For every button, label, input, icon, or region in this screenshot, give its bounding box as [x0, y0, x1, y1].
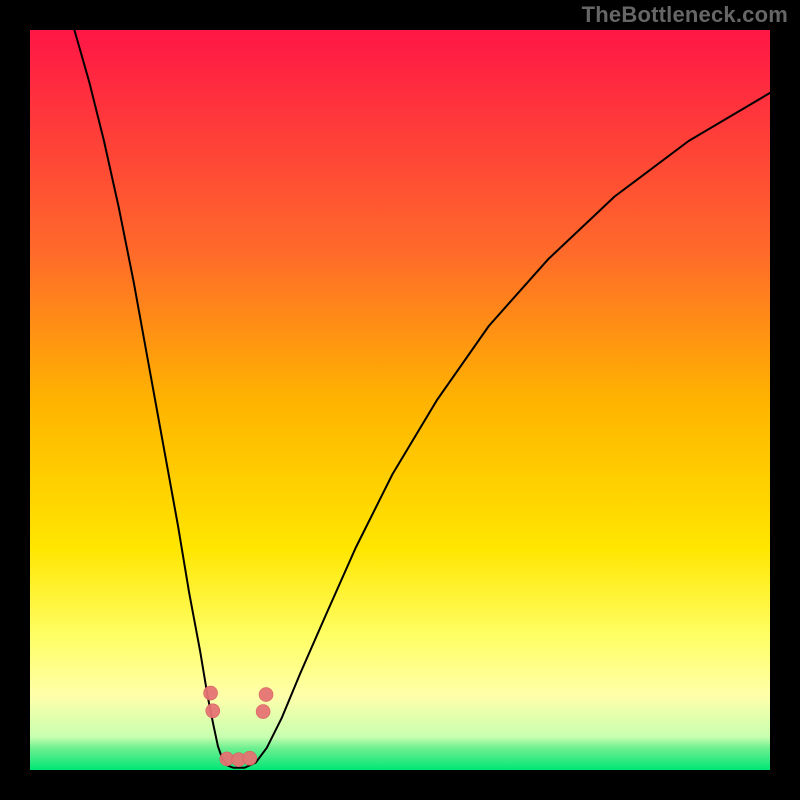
- marker-point: [259, 688, 273, 702]
- marker-point: [243, 751, 257, 765]
- watermark-text: TheBottleneck.com: [582, 2, 788, 28]
- marker-point: [256, 705, 270, 719]
- plot-background: [30, 30, 770, 770]
- bottleneck-chart: [0, 0, 800, 800]
- marker-point: [206, 704, 220, 718]
- marker-point: [204, 686, 218, 700]
